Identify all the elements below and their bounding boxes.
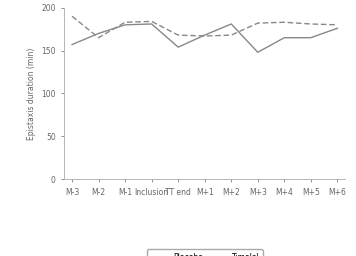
Y-axis label: Epistaxis duration (min): Epistaxis duration (min) bbox=[27, 47, 36, 140]
Legend: Placebo, Timolol: Placebo, Timolol bbox=[147, 249, 262, 256]
